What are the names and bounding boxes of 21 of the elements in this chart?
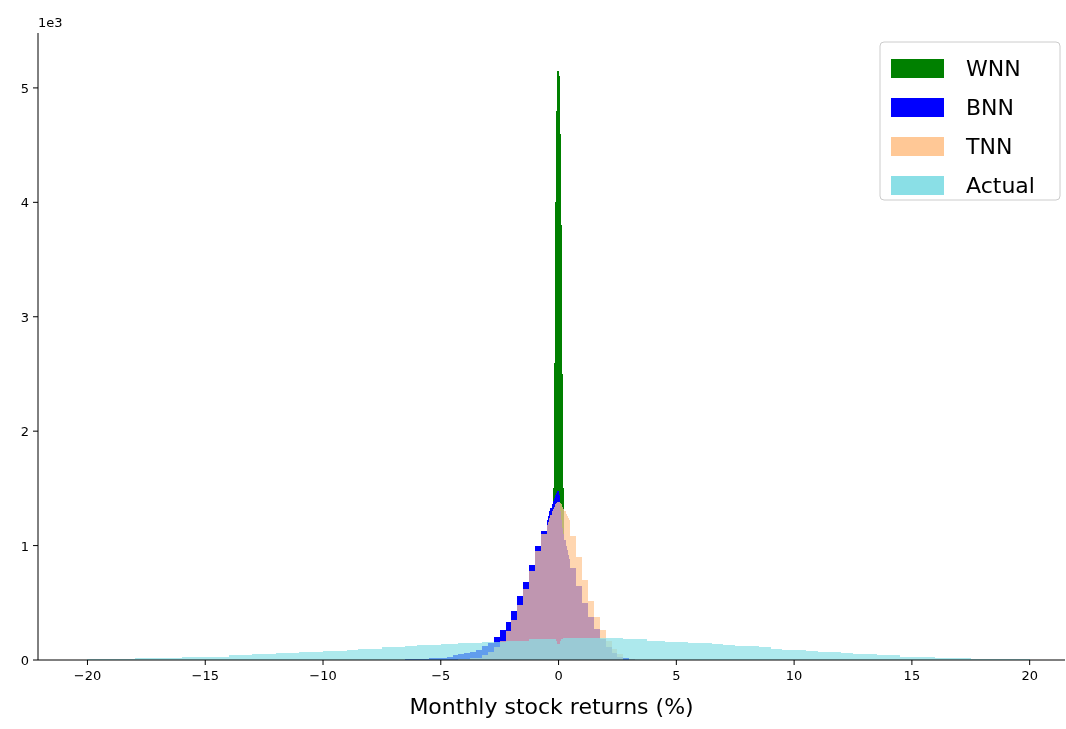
x-tick-label: 0 — [554, 668, 563, 683]
x-tick-label: −5 — [431, 668, 451, 683]
text: 1e3 — [38, 15, 63, 30]
legend-label: TNN — [965, 134, 1013, 159]
legend-label: BNN — [966, 95, 1015, 120]
x-tick-label: −20 — [73, 668, 102, 683]
y-tick-label: 5 — [20, 80, 29, 96]
legend-label: Actual — [966, 173, 1035, 198]
y-tick-label: 2 — [20, 424, 29, 440]
y-tick-label: 4 — [20, 195, 29, 211]
legend-label: WNN — [966, 56, 1021, 81]
y-tick-label: 3 — [20, 309, 29, 325]
x-tick-label: 5 — [672, 668, 681, 683]
y-tick-label: 1 — [20, 538, 29, 554]
y-tick-label: 0 — [20, 653, 29, 668]
x-tick-label: 10 — [785, 668, 803, 683]
x-tick-label: 20 — [1021, 668, 1038, 683]
x-tick-label: −10 — [309, 668, 337, 683]
x-tick-label: 15 — [903, 668, 921, 683]
x-axis-title: Monthly stock returns (%) — [409, 694, 694, 719]
x-tick-label: −15 — [191, 668, 219, 683]
